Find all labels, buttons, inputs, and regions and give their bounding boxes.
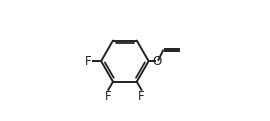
Text: F: F (85, 55, 91, 68)
Text: O: O (152, 55, 161, 68)
Text: F: F (138, 91, 145, 103)
Text: F: F (105, 91, 112, 103)
